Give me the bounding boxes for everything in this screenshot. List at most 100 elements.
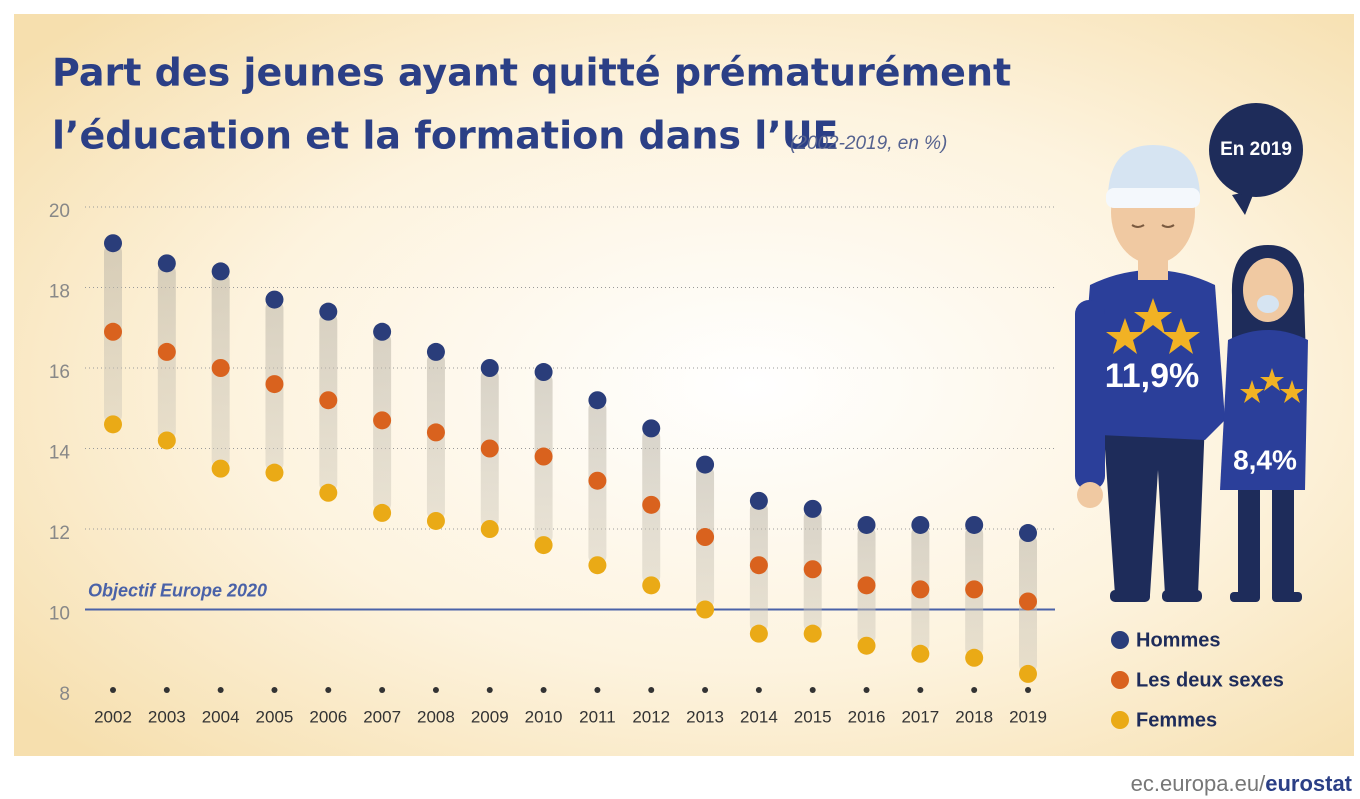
chart-title: Part des jeunes ayant quitté prématuréme… [52, 51, 1011, 95]
y-tick-label: 8 [59, 684, 70, 705]
y-tick-label: 18 [49, 282, 70, 303]
x-tick-label: 2019 [1009, 707, 1047, 726]
dot [750, 556, 768, 574]
legend-label: Les deux sexes [1136, 669, 1284, 691]
y-tick-label: 10 [49, 604, 70, 625]
legend-label: Femmes [1136, 709, 1217, 731]
dot [858, 637, 876, 655]
x-tick-label: 2010 [525, 707, 563, 726]
dot [319, 484, 337, 502]
dot [642, 496, 660, 514]
x-tick-label: 2005 [256, 707, 294, 726]
dot [481, 520, 499, 538]
dot [158, 254, 176, 272]
dot [104, 234, 122, 252]
dot [750, 492, 768, 510]
x-tick-dot [917, 687, 923, 693]
x-tick-label: 2003 [148, 707, 186, 726]
x-tick-label: 2012 [632, 707, 670, 726]
callout-men: 11,9% [1105, 357, 1200, 395]
dot [427, 512, 445, 530]
dot [642, 576, 660, 594]
dot [1019, 665, 1037, 683]
dot [427, 423, 445, 441]
legend-marker [1111, 671, 1129, 689]
x-tick-label: 2016 [848, 707, 886, 726]
dot [373, 504, 391, 522]
dot [158, 431, 176, 449]
x-tick-label: 2007 [363, 707, 401, 726]
x-tick-dot [810, 687, 816, 693]
x-tick-label: 2011 [579, 707, 616, 726]
x-tick-dot [541, 687, 547, 693]
dot [642, 419, 660, 437]
x-tick-dot [648, 687, 654, 693]
dot [588, 472, 606, 490]
dot [104, 415, 122, 433]
source: ec.europa.eu/eurostat [1131, 771, 1353, 796]
dot [911, 645, 929, 663]
chart: Part des jeunes ayant quitté prématuréme… [0, 0, 1360, 799]
x-tick-dot [433, 687, 439, 693]
legend-marker [1111, 631, 1129, 649]
dot [481, 359, 499, 377]
dot [535, 363, 553, 381]
chart-title: l’éducation et la formation dans l’UE [52, 114, 839, 158]
dot [588, 556, 606, 574]
dot [1019, 524, 1037, 542]
x-tick-label: 2008 [417, 707, 455, 726]
dot [696, 528, 714, 546]
dot [858, 576, 876, 594]
dot [1019, 592, 1037, 610]
x-tick-dot [110, 687, 116, 693]
dot [212, 359, 230, 377]
dot [804, 560, 822, 578]
x-tick-label: 2015 [794, 707, 832, 726]
dot [588, 391, 606, 409]
source-site: ec.europa.eu/ [1131, 771, 1266, 796]
dot [212, 262, 230, 280]
y-tick-label: 12 [49, 523, 70, 544]
x-tick-dot [702, 687, 708, 693]
dot [212, 460, 230, 478]
x-tick-label: 2013 [686, 707, 724, 726]
legend-label: Hommes [1136, 629, 1220, 651]
dot [158, 343, 176, 361]
y-tick-label: 14 [49, 443, 71, 464]
dot [481, 440, 499, 458]
dot [427, 343, 445, 361]
dot [696, 601, 714, 619]
y-tick-label: 16 [49, 362, 70, 383]
dot [373, 411, 391, 429]
x-tick-dot [271, 687, 277, 693]
page: Part des jeunes ayant quitté prématuréme… [0, 0, 1360, 799]
dot [858, 516, 876, 534]
dot [535, 536, 553, 554]
dot [265, 375, 283, 393]
callout-title: En 2019 [1220, 139, 1292, 160]
dot [804, 500, 822, 518]
x-tick-label: 2004 [202, 707, 240, 726]
legend-marker [1111, 711, 1129, 729]
dot [911, 516, 929, 534]
x-tick-dot [1025, 687, 1031, 693]
dot [265, 291, 283, 309]
dot [696, 456, 714, 474]
x-tick-dot [756, 687, 762, 693]
dot [373, 323, 391, 341]
x-tick-label: 2018 [955, 707, 993, 726]
dot [535, 448, 553, 466]
dot [750, 625, 768, 643]
dot [804, 625, 822, 643]
target-label: Objectif Europe 2020 [88, 580, 267, 600]
x-tick-dot [971, 687, 977, 693]
dot [965, 649, 983, 667]
x-tick-dot [864, 687, 870, 693]
y-tick-label: 20 [49, 201, 70, 222]
x-tick-label: 2017 [901, 707, 939, 726]
x-tick-label: 2006 [309, 707, 347, 726]
x-tick-label: 2009 [471, 707, 509, 726]
x-tick-dot [325, 687, 331, 693]
x-tick-label: 2014 [740, 707, 778, 726]
callout-women: 8,4% [1233, 444, 1297, 475]
